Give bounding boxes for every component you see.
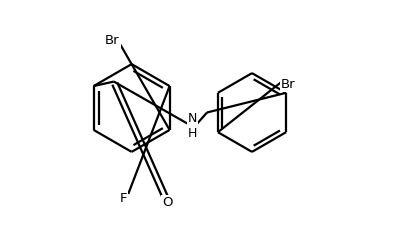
Text: O: O <box>162 196 173 209</box>
Text: N
H: N H <box>188 112 197 140</box>
Text: F: F <box>119 191 127 205</box>
Text: Br: Br <box>281 78 295 91</box>
Text: Br: Br <box>105 34 120 47</box>
